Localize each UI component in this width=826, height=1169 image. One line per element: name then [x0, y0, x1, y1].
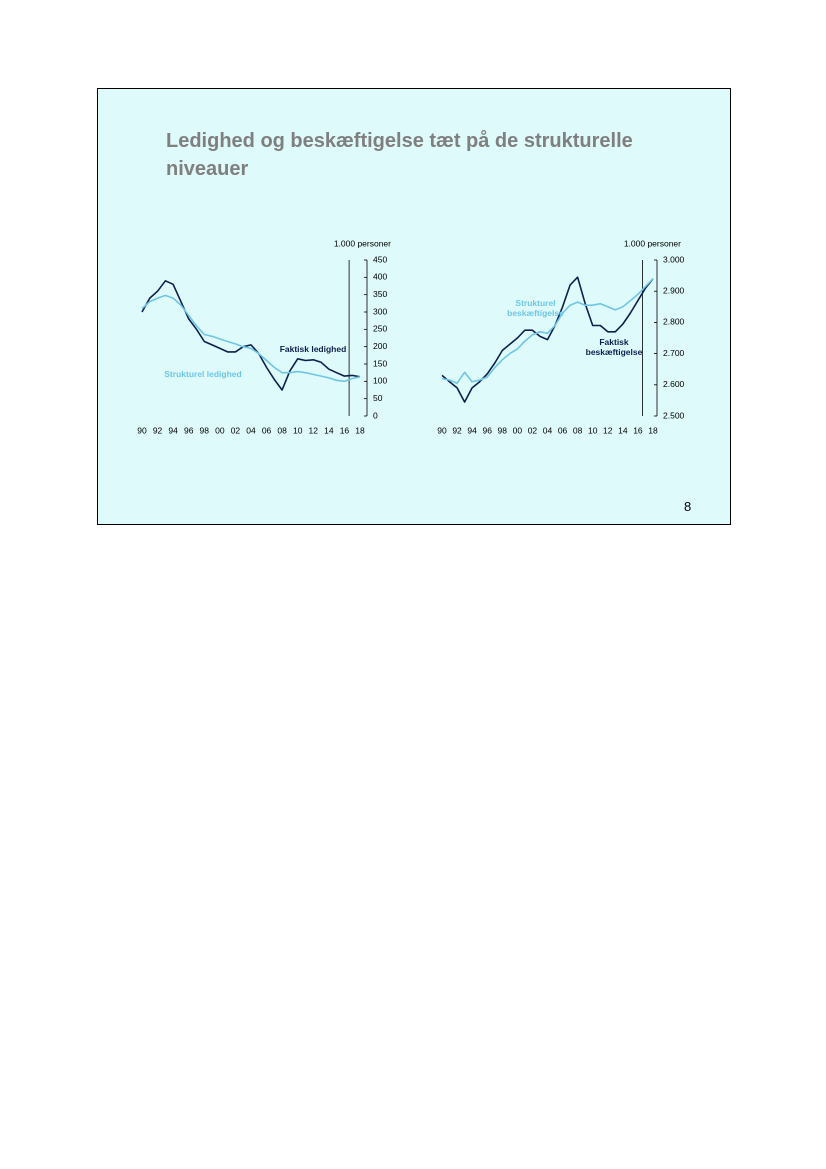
slide-title: Ledighed og beskæftigelse tæt på de stru… — [166, 130, 633, 180]
x-tick-label: 92 — [153, 425, 163, 435]
x-tick-label: 90 — [137, 425, 147, 435]
x-tick-label: 08 — [277, 425, 287, 435]
x-tick-label: 08 — [573, 425, 583, 435]
y-axis-label: 1.000 personer — [334, 238, 391, 248]
x-tick-label: 12 — [309, 425, 319, 435]
series-label: Strukturel ledighed — [164, 369, 242, 379]
x-tick-label: 96 — [184, 425, 194, 435]
x-tick-label: 00 — [215, 425, 225, 435]
x-tick-label: 00 — [513, 425, 523, 435]
y-tick-label: 2.500 — [663, 410, 685, 420]
y-tick-label: 150 — [373, 358, 387, 368]
y-tick-label: 100 — [373, 376, 387, 386]
x-tick-label: 06 — [558, 425, 568, 435]
x-tick-label: 14 — [324, 425, 334, 435]
x-tick-label: 16 — [633, 425, 643, 435]
y-tick-label: 300 — [373, 306, 387, 316]
x-tick-label: 02 — [231, 425, 241, 435]
y-tick-label: 200 — [373, 341, 387, 351]
series-line — [141, 294, 361, 383]
x-tick-label: 16 — [340, 425, 350, 435]
x-tick-label: 94 — [467, 425, 477, 435]
series-line — [441, 278, 654, 384]
slide: Ledighed og beskæftigelse tæt på de stru… — [97, 88, 731, 525]
y-tick-label: 2.700 — [663, 348, 685, 358]
x-tick-label: 96 — [482, 425, 492, 435]
y-tick-label: 2.900 — [663, 285, 685, 295]
charts: 1.000 personer 0 50 100 150 200 250 300 350 400 45… — [137, 238, 685, 435]
series-line — [441, 276, 654, 403]
y-tick-label: 450 — [373, 254, 387, 264]
x-tick-label: 94 — [168, 425, 178, 435]
x-tick-label: 98 — [200, 425, 210, 435]
x-tick-label: 04 — [543, 425, 553, 435]
y-tick-label: 400 — [373, 272, 387, 282]
y-tick-label: 50 — [373, 393, 383, 403]
y-tick-label: 350 — [373, 289, 387, 299]
x-tick-label: 98 — [498, 425, 508, 435]
x-tick-label: 06 — [262, 425, 272, 435]
x-tick-label: 10 — [293, 425, 303, 435]
x-tick-label: 12 — [603, 425, 613, 435]
y-tick-label: 2.600 — [663, 379, 685, 389]
x-tick-label: 04 — [246, 425, 256, 435]
y-tick-label: 3.000 — [663, 254, 685, 264]
y-axis-label: 1.000 personer — [624, 238, 681, 248]
series-label: Faktisk beskæftigelse — [585, 337, 643, 357]
y-tick-label: 2.800 — [663, 317, 685, 327]
series-label: Faktisk ledighed — [279, 344, 347, 354]
page-number: 8 — [684, 499, 692, 514]
y-tick-label: 250 — [373, 324, 387, 334]
y-tick-label: 0 — [373, 410, 378, 420]
x-tick-label: 10 — [588, 425, 598, 435]
x-tick-label: 18 — [355, 425, 365, 435]
x-tick-label: 14 — [618, 425, 628, 435]
series-label: Strukturel beskæftigelse — [507, 298, 564, 318]
x-tick-label: 92 — [452, 425, 462, 435]
series-line — [141, 280, 361, 391]
x-tick-label: 18 — [648, 425, 658, 435]
x-tick-label: 02 — [528, 425, 538, 435]
x-tick-label: 90 — [437, 425, 447, 435]
